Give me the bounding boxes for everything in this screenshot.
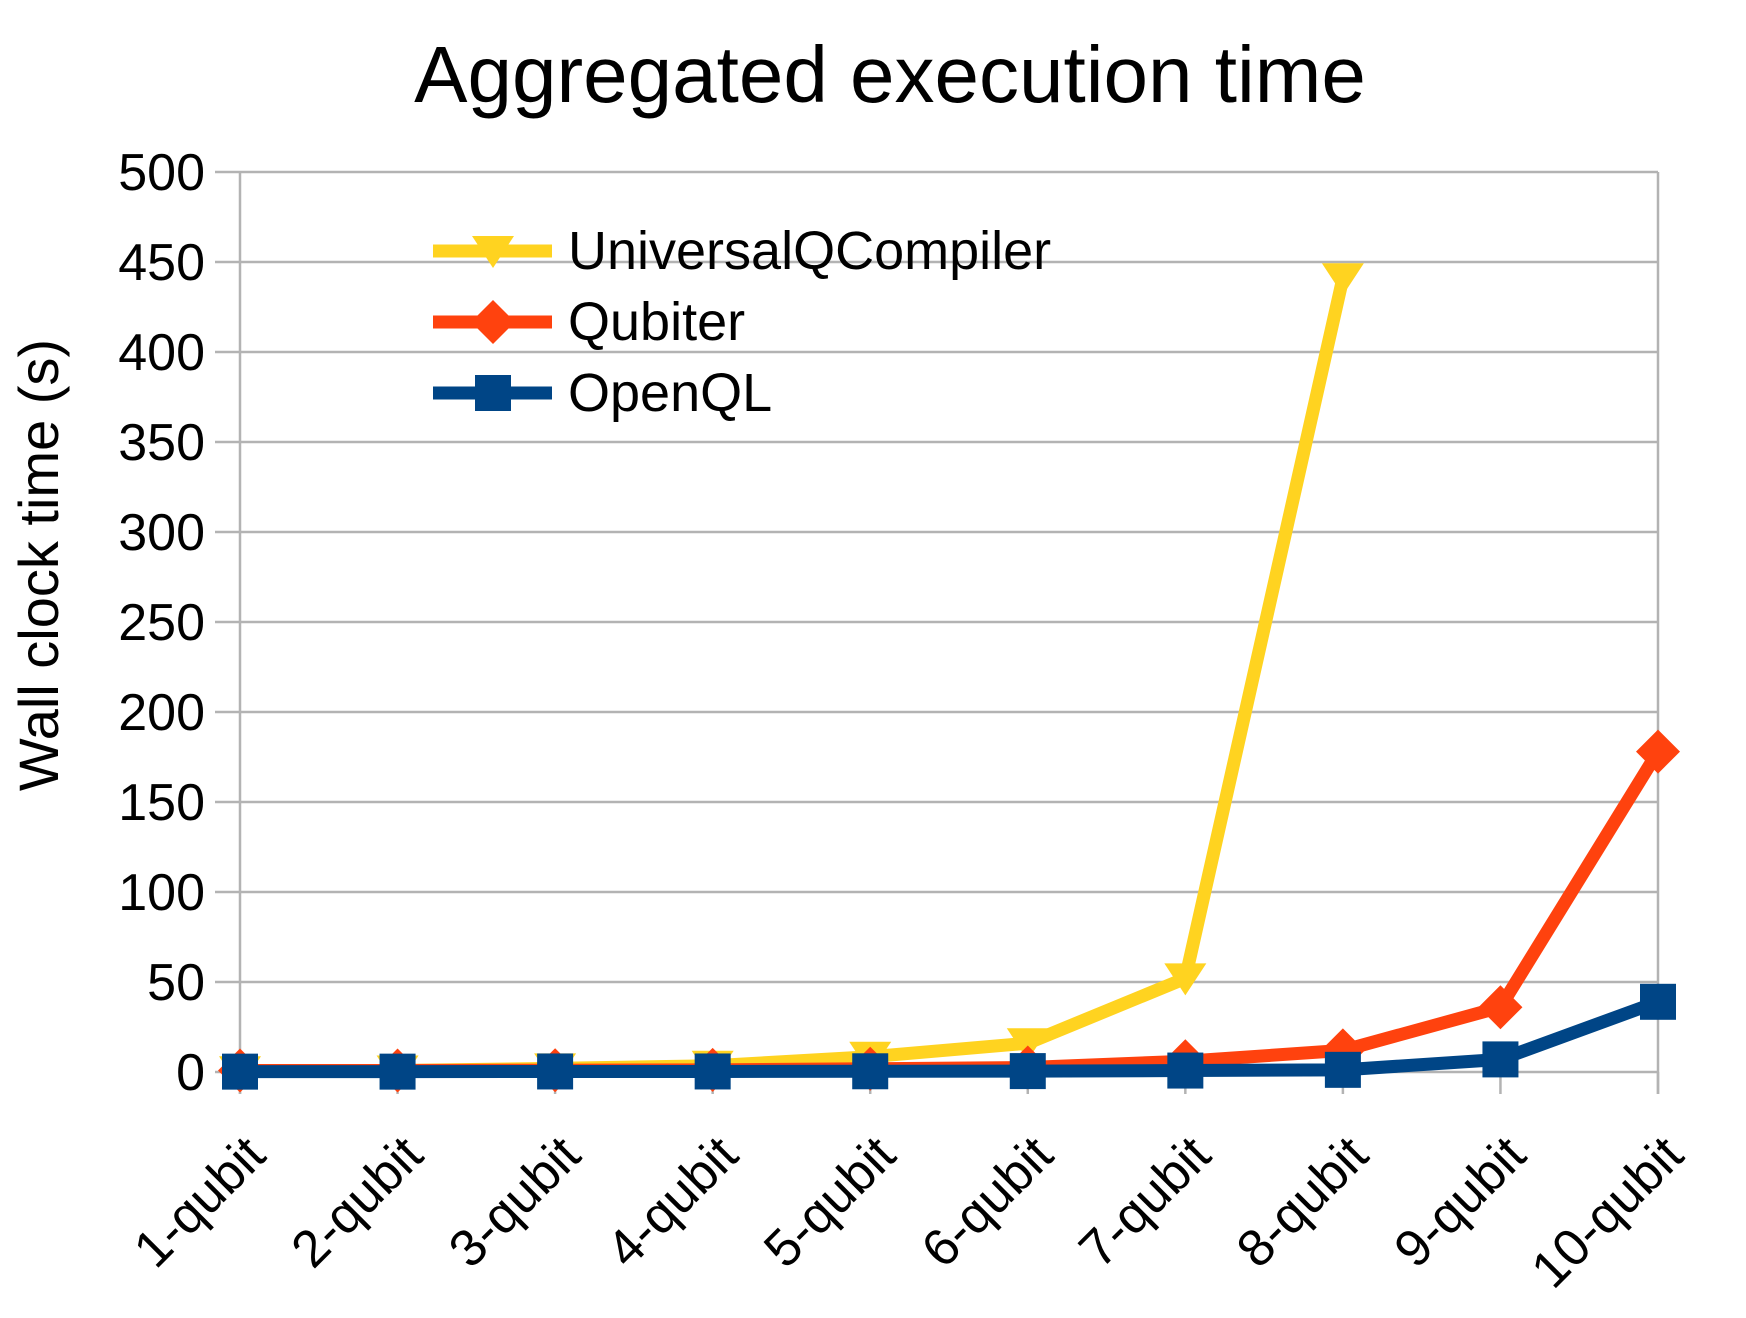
x-tick-label-group: 4-qubit <box>596 1125 750 1279</box>
x-tick-label-group: 8-qubit <box>1226 1125 1380 1279</box>
legend-square-icon <box>475 375 511 411</box>
square-marker-icon <box>694 1053 731 1090</box>
y-tick-label: 100 <box>118 864 205 922</box>
x-tick-label-group: 1-qubit <box>123 1125 277 1279</box>
series-line <box>239 276 1350 1078</box>
legend-label: Qubiter <box>568 292 745 352</box>
diamond-marker-icon <box>471 300 515 344</box>
square-marker-icon <box>1324 1051 1361 1088</box>
square-marker-icon <box>475 375 511 411</box>
legend-label: OpenQL <box>568 363 772 423</box>
x-tick-label: 10-qubit <box>1521 1125 1695 1299</box>
y-tick-label: 250 <box>118 594 205 652</box>
x-tick-label: 6-qubit <box>911 1125 1065 1279</box>
axis-layer <box>238 172 1660 1094</box>
square-marker-icon <box>852 1053 889 1090</box>
y-tick-label: 500 <box>118 144 205 202</box>
diamond-marker-icon <box>1478 985 1523 1030</box>
square-marker-icon <box>1009 1053 1046 1090</box>
square-marker-icon <box>222 1053 258 1090</box>
x-tick-label-group: 5-qubit <box>753 1125 907 1279</box>
grid-layer <box>215 170 1658 1074</box>
legend-item-qubiter: Qubiter <box>433 292 745 352</box>
diamond-marker-icon <box>1636 729 1680 774</box>
y-axis-title: Wall clock time (s) <box>7 339 70 791</box>
series-line <box>240 995 1661 1079</box>
series-line <box>240 748 1664 1078</box>
x-tick-label: 4-qubit <box>596 1125 750 1279</box>
x-tick-label-group: 6-qubit <box>911 1125 1065 1279</box>
y-tick-label: 300 <box>118 504 205 562</box>
square-marker-icon <box>1167 1052 1204 1089</box>
y-tick-label: 450 <box>118 234 205 292</box>
x-tick-label: 1-qubit <box>123 1125 277 1279</box>
y-tick-label: 0 <box>176 1044 205 1102</box>
square-marker-icon <box>537 1053 574 1090</box>
legend-diamond-icon <box>471 300 515 344</box>
y-tick-label: 150 <box>118 774 205 832</box>
y-tick-label: 50 <box>147 954 205 1012</box>
square-marker-icon <box>379 1053 416 1090</box>
legend-item-universalqcompiler: UniversalQCompiler <box>433 221 1051 281</box>
triangle-down-marker-icon <box>1006 1028 1049 1061</box>
legend: UniversalQCompiler Qubiter OpenQL <box>433 221 1051 423</box>
square-marker-icon <box>1640 983 1676 1020</box>
series-openql <box>222 983 1676 1090</box>
x-tick-label-group: 2-qubit <box>281 1125 435 1279</box>
legend-label: UniversalQCompiler <box>568 221 1051 281</box>
y-axis-tick-labels: 0 50 100 150 200 250 300 350 400 450 500 <box>118 144 205 1102</box>
x-tick-label-group: 3-qubit <box>438 1125 592 1279</box>
y-tick-label: 400 <box>118 324 205 382</box>
square-marker-icon <box>1482 1041 1519 1078</box>
legend-item-openql: OpenQL <box>433 363 772 423</box>
triangle-down-marker-icon <box>1164 963 1207 996</box>
y-tick-label: 200 <box>118 684 205 742</box>
x-tick-label: 3-qubit <box>438 1125 592 1279</box>
x-axis-tick-labels: 1-qubit 2-qubit 3-qubit 4-qubit 5-qubit 6-qub… <box>123 1125 1695 1299</box>
x-tick-label-group: 9-qubit <box>1383 1125 1537 1279</box>
series-layer <box>218 263 1680 1093</box>
x-tick-label: 2-qubit <box>281 1125 435 1279</box>
x-tick-label: 7-qubit <box>1068 1125 1222 1279</box>
x-tick-label-group: 10-qubit <box>1521 1125 1695 1299</box>
x-tick-label: 5-qubit <box>753 1125 907 1279</box>
x-tick-label-group: 7-qubit <box>1068 1125 1222 1279</box>
legend-triangle-down-icon <box>472 236 514 268</box>
triangle-down-marker-icon <box>472 236 514 268</box>
x-tick-label: 8-qubit <box>1226 1125 1380 1279</box>
series-qubiter <box>218 729 1680 1093</box>
series-universalqcompiler <box>219 263 1364 1089</box>
triangle-down-marker-icon <box>1321 263 1364 296</box>
x-tick-label: 9-qubit <box>1383 1125 1537 1279</box>
y-tick-label: 350 <box>118 414 205 472</box>
chart-title: Aggregated execution time <box>414 30 1366 119</box>
